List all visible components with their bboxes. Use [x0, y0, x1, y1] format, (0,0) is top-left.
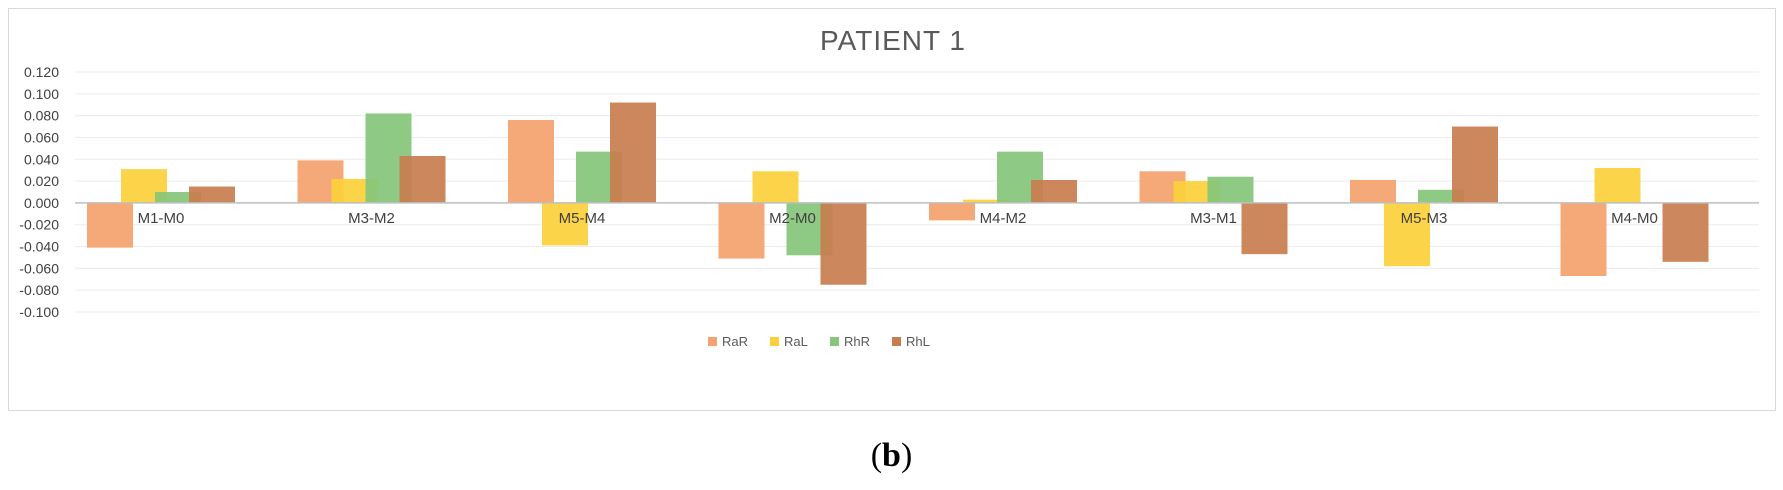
legend-swatch-ral [770, 337, 779, 346]
bar-ral [963, 199, 1009, 203]
category-label: M5-M4 [559, 210, 606, 227]
bar-rhl [1031, 180, 1077, 203]
bar-rhr [1207, 176, 1254, 203]
bar-ral [1384, 202, 1430, 267]
bar-rar [508, 120, 554, 203]
y-tick-label: -0.020 [19, 217, 59, 233]
bar-rhl [610, 102, 656, 203]
chart-frame: PATIENT 1 0.120 0.100 0.080 0.060 0.040 0.020 0… [8, 8, 1776, 411]
bar-ral [542, 202, 588, 246]
bar-rar [929, 202, 975, 221]
category-label: M3-M2 [348, 210, 395, 227]
y-tick-label: -0.040 [19, 239, 59, 255]
category-label: M4-M2 [980, 210, 1027, 227]
legend-swatch-rhl [892, 337, 901, 346]
category-label: M2-M0 [769, 210, 816, 227]
bar-rhl [189, 186, 235, 203]
bar-rar [1560, 202, 1607, 276]
figure-caption: (b) [0, 437, 1783, 475]
category-label: M5-M3 [1401, 210, 1448, 227]
chart-title: PATIENT 1 [820, 25, 966, 56]
bar-rhl [1241, 202, 1288, 255]
legend-swatch-rhr [830, 337, 839, 346]
legend-swatch-rar [708, 337, 717, 346]
bar-rhr [155, 192, 201, 203]
legend-label-ral: RaL [784, 334, 808, 349]
bar-rhl [1662, 202, 1709, 262]
bar-rhl [399, 156, 446, 203]
y-tick-label: 0.100 [24, 86, 59, 102]
bar-ral [752, 171, 799, 203]
legend-label-rar: RaR [722, 334, 748, 349]
y-tick-label: 0.080 [24, 108, 59, 124]
y-tick-label: -0.100 [19, 304, 59, 320]
legend-label-rhr: RhR [844, 334, 870, 349]
y-tick-label: -0.060 [19, 260, 59, 276]
bar-rhl [1452, 126, 1498, 203]
category-label: M1-M0 [138, 210, 185, 227]
y-tick-label: 0.000 [24, 195, 59, 211]
category-label: M3-M1 [1190, 210, 1237, 227]
y-tick-label: 0.020 [24, 173, 59, 189]
caption-label: b [882, 437, 901, 474]
y-tick-label: 0.040 [24, 151, 59, 167]
bar-rar [1350, 180, 1396, 203]
bar-ral [1594, 168, 1641, 203]
caption-open: ( [870, 437, 883, 474]
bar-chart: PATIENT 1 0.120 0.100 0.080 0.060 0.040 0.020 0… [19, 25, 1759, 349]
y-tick-label: 0.120 [24, 64, 59, 80]
bar-rhl [820, 202, 867, 285]
bar-rar [718, 202, 765, 259]
legend-label-rhl: RhL [906, 334, 930, 349]
y-tick-label: -0.080 [19, 282, 59, 298]
caption-close: ) [900, 437, 913, 474]
bar-rar [87, 202, 133, 248]
y-tick-label: 0.060 [24, 129, 59, 145]
category-label: M4-M0 [1611, 210, 1658, 227]
